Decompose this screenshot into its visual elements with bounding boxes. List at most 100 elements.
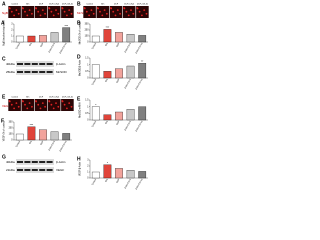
cell — [50, 10, 53, 13]
cell — [110, 7, 113, 10]
micrograph — [47, 99, 61, 111]
cell — [15, 102, 18, 104]
bar — [115, 68, 123, 79]
band — [17, 161, 23, 163]
annotation: * — [95, 103, 97, 107]
bar — [39, 35, 47, 43]
micrograph — [83, 6, 96, 18]
cell — [39, 14, 42, 17]
bar — [138, 63, 147, 79]
cell — [57, 12, 60, 15]
bar — [115, 32, 123, 43]
cell — [50, 103, 53, 106]
bar — [103, 29, 112, 43]
annotation: * — [107, 161, 109, 165]
cell — [125, 10, 128, 13]
x-tick-label: DCF+CN-5 — [125, 120, 133, 131]
cell — [41, 9, 44, 12]
cell — [132, 12, 135, 15]
panel-label: B — [77, 20, 81, 26]
cell — [15, 9, 18, 12]
x-tick-label: DCF+CN-10 — [136, 120, 144, 132]
x-tick-label: DCF+CN-10 — [60, 140, 68, 152]
bar — [50, 131, 59, 141]
bar — [27, 126, 36, 141]
panel-label: E — [77, 96, 81, 102]
micrograph — [21, 99, 35, 111]
micrograph — [61, 99, 74, 111]
bar — [103, 114, 112, 121]
x-tick-label: DCF+CN-5 — [49, 42, 57, 53]
annotation: ** — [141, 60, 144, 64]
band — [24, 71, 31, 73]
band-label: MnSOD — [56, 70, 68, 74]
band — [31, 169, 38, 171]
image-caption: Control — [11, 3, 18, 6]
cell — [44, 12, 46, 15]
cell — [31, 12, 33, 15]
bar — [39, 129, 47, 141]
bar — [91, 106, 100, 121]
image-title: NgB — [2, 11, 8, 15]
y-tick-label: 1.5 — [85, 100, 89, 102]
cell — [22, 100, 24, 103]
bar — [138, 106, 147, 121]
size-label: 40kDa — [6, 160, 15, 164]
x-tick-label: DCF+CN-5 — [125, 178, 133, 189]
cell — [136, 7, 139, 10]
band — [46, 71, 53, 73]
image-caption: DCF — [39, 4, 44, 6]
band — [39, 71, 46, 73]
cell — [66, 107, 68, 110]
y-tick-label: 1 — [87, 64, 89, 66]
cell — [10, 10, 13, 13]
cell — [112, 10, 115, 13]
band — [17, 63, 23, 65]
y-tick-label: 200 — [85, 30, 90, 32]
y-tick-label: 0 — [87, 42, 89, 44]
cell — [24, 103, 26, 106]
cell — [119, 12, 121, 15]
cell — [143, 9, 146, 12]
x-tick-label: Control — [91, 42, 97, 50]
y-tick-label: 2 — [87, 166, 89, 168]
image-caption: DCF+CN-5 — [124, 4, 135, 6]
panel-label: D — [77, 54, 81, 60]
x-tick-label: Control — [15, 42, 21, 50]
cell — [26, 14, 29, 17]
y-axis-label: VEGF/β-Actin — [79, 161, 82, 176]
micrograph — [136, 6, 149, 18]
size-label: 25kDa — [6, 70, 15, 74]
bar — [126, 34, 135, 43]
cell — [35, 7, 38, 10]
cell — [70, 12, 73, 15]
bar — [50, 32, 59, 43]
cell — [52, 14, 55, 17]
cell — [35, 100, 38, 103]
x-tick-label: DCF — [116, 42, 120, 47]
image-caption: DCF+CN-10 — [137, 4, 149, 6]
band — [39, 161, 46, 163]
micrograph — [34, 6, 48, 18]
y-tick-label: 100 — [85, 36, 90, 38]
band — [24, 63, 31, 65]
cell — [83, 7, 86, 10]
cell — [24, 10, 26, 13]
y-tick-label: 0 — [11, 140, 13, 142]
cell — [10, 103, 13, 106]
cell — [55, 9, 57, 12]
x-tick-label: Bm — [29, 43, 32, 47]
bar — [103, 71, 112, 79]
cell — [13, 107, 16, 110]
x-tick-label: DCF+CN-10 — [136, 178, 144, 190]
cell — [39, 107, 42, 110]
cell — [99, 10, 101, 13]
cell — [41, 102, 44, 104]
x-tick-label: DCF+CN-5 — [49, 140, 57, 151]
x-tick-label: Bm — [105, 43, 108, 47]
image-caption: Bm — [26, 4, 29, 6]
cell — [37, 103, 40, 106]
y-tick-label: 0.5 — [85, 71, 89, 73]
annotation: *** — [30, 123, 34, 127]
bar — [138, 171, 147, 179]
